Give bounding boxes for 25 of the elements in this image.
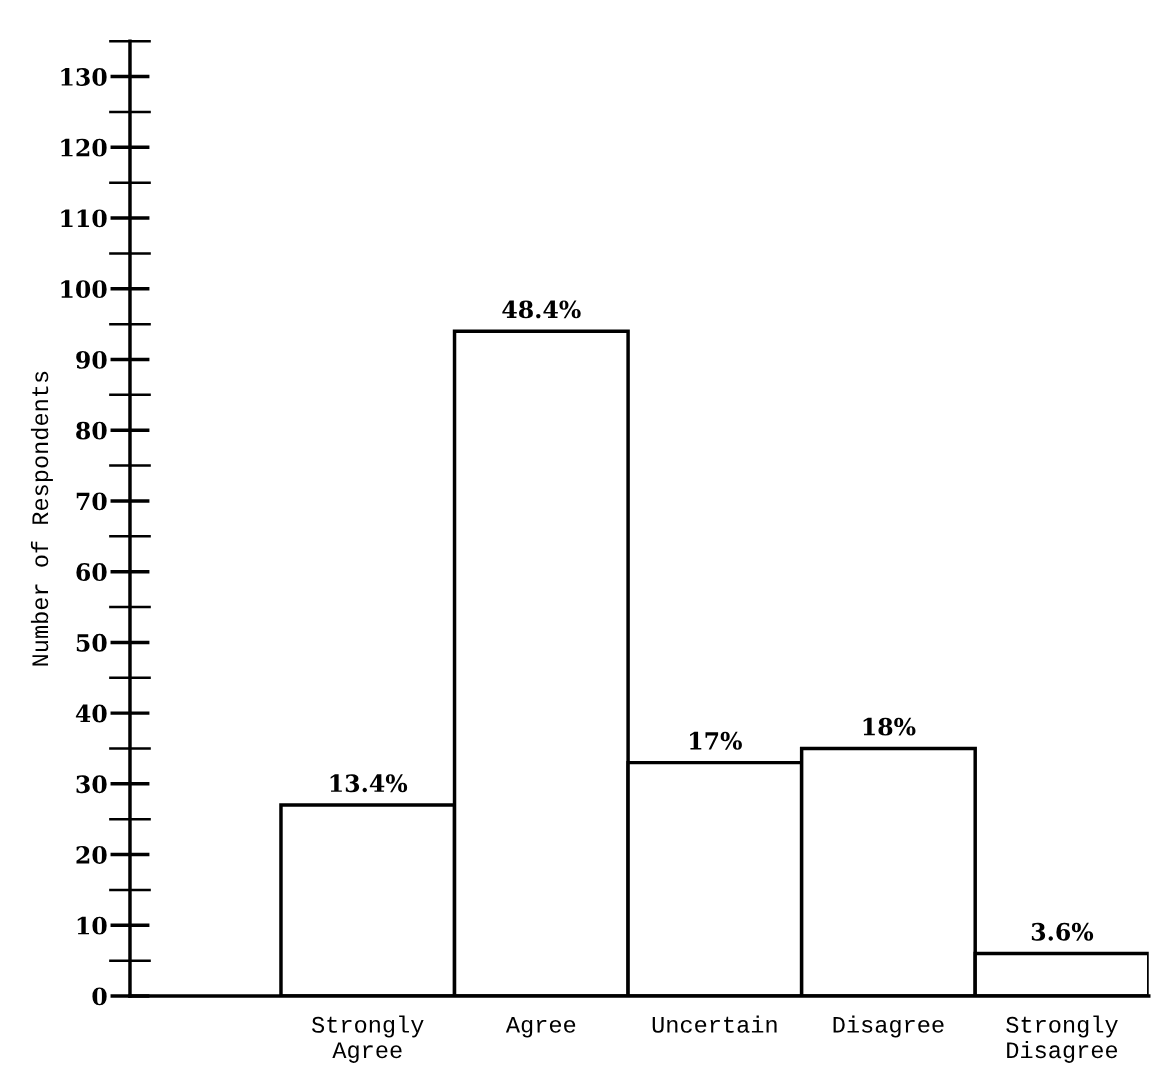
y-tick-label: 0: [92, 987, 107, 1006]
y-tick-label: 20: [76, 846, 107, 864]
x-tick-label: Strongly Agree: [311, 1015, 424, 1063]
x-tick-label: Strongly Disagree: [1006, 1015, 1118, 1063]
y-tick-label: 70: [76, 492, 107, 511]
y-tick-label: 110: [61, 209, 107, 228]
annotation: 18%: [863, 717, 916, 736]
x-tick-label: Uncertain: [652, 1015, 777, 1033]
annotation: 17%: [690, 731, 742, 750]
y-tick-label: 130: [61, 68, 107, 86]
y-tick-label: 30: [76, 775, 107, 794]
annotation: 48.4%: [502, 300, 581, 319]
y-tick-label: 120: [61, 138, 107, 157]
y-tick-label: 90: [76, 350, 107, 369]
y-tick-label: 40: [75, 704, 107, 723]
y-tick-label: 100: [61, 280, 107, 299]
y-tick-label: 80: [76, 421, 107, 440]
x-tick-label: Disagree: [833, 1015, 944, 1038]
y-tick-label: 10: [77, 916, 107, 935]
x-tick-label: Agree: [505, 1017, 576, 1038]
y-tick-label: 60: [76, 563, 107, 581]
y-axis-title: Number of Respondents: [30, 371, 53, 666]
annotation: 3.6%: [1031, 922, 1094, 941]
annotation: 13.4%: [330, 774, 408, 793]
y-tick-label: 50: [76, 633, 107, 652]
